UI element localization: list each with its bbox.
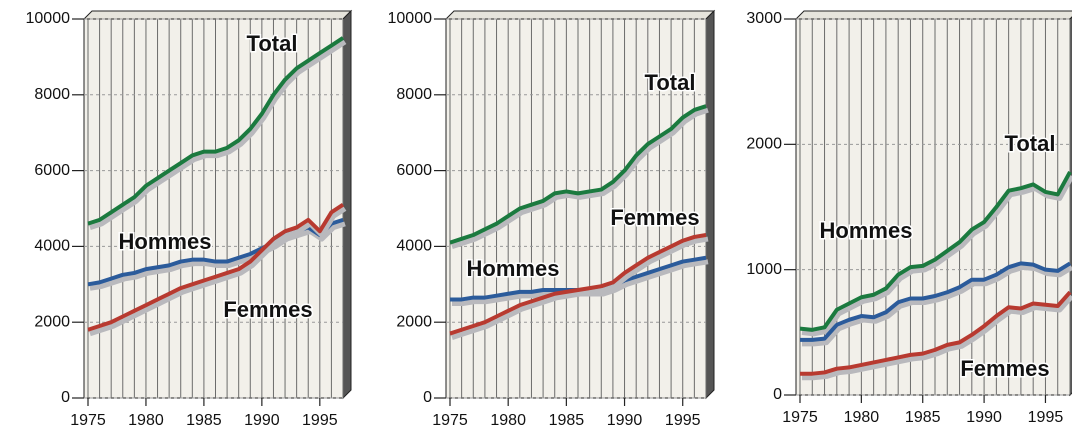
y-tick-label: 1000 [746,261,782,278]
line-shadow [451,236,709,340]
series-line [799,170,1072,332]
series-label: Femmes [610,205,699,230]
y-tick-label: 4000 [34,238,70,255]
line-shadow [451,107,709,249]
x-tick-label: 1985 [549,412,585,429]
plot-top [82,10,353,20]
x-tick-label: 1995 [1028,409,1064,426]
y-tick-label: 0 [61,389,70,406]
x-tick-label: 1985 [186,412,222,429]
series-label: Total [1005,131,1056,156]
plot-area [795,18,1071,396]
x-tick-label: 1990 [244,412,280,429]
y-tick-label: 8000 [34,86,70,103]
y-tick-label: 6000 [396,162,432,179]
y-tick-label: 4000 [396,238,432,255]
y-tick-label: 8000 [396,86,432,103]
y-tick-label: 0 [423,389,432,406]
line-shadow [802,294,1072,381]
series-line [800,261,1072,342]
series-line [800,290,1072,376]
x-tick-label: 1995 [665,412,701,429]
x-tick-label: 1995 [302,412,338,429]
y-tick-label: 2000 [34,313,70,330]
line-shadow [801,174,1072,337]
x-tick-label: 1990 [607,412,643,429]
series-label: Total [247,31,298,56]
y-tick-label: 2000 [746,136,782,153]
x-tick-label: 1980 [490,412,526,429]
series-label: Total [645,70,696,95]
series-label: Hommes [820,218,913,243]
series-line [87,203,345,332]
series-line [87,36,345,226]
x-tick-label: 1985 [905,409,941,426]
x-tick-label: 1980 [844,409,880,426]
series-label: Hommes [467,256,560,281]
y-tick-label: 2000 [396,313,432,330]
series-label: Femmes [223,297,312,322]
series-line [449,104,707,245]
line-shadow [802,264,1072,347]
plot-side [342,9,352,400]
x-tick-label: 1975 [782,409,818,426]
plot-top [444,10,716,20]
y-tick-label: 3000 [746,10,782,27]
x-tick-label: 1975 [70,412,106,429]
y-tick-label: 0 [773,386,782,403]
y-tick-label: 10000 [388,10,433,27]
plot-area [445,18,707,399]
line-shadow [89,39,347,231]
y-tick-label: 10000 [26,10,71,27]
x-tick-label: 1990 [966,409,1002,426]
line-shadow [89,221,346,291]
line-shadow [89,206,347,337]
plot-side [705,9,715,400]
plot-top [794,10,1072,20]
series-label: Hommes [119,229,212,254]
series-line [449,233,707,336]
x-tick-label: 1975 [432,412,468,429]
series-label: Femmes [960,356,1049,381]
x-tick-label: 1980 [128,412,164,429]
y-tick-label: 6000 [34,162,70,179]
